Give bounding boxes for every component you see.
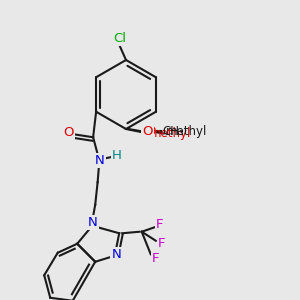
Text: N: N <box>111 248 121 261</box>
Text: methyl: methyl <box>150 127 191 140</box>
Text: O: O <box>145 125 155 139</box>
Text: N: N <box>88 216 98 229</box>
Text: N: N <box>95 154 105 167</box>
Text: methyl: methyl <box>166 125 207 138</box>
Text: F: F <box>156 218 164 231</box>
Text: H: H <box>112 149 122 162</box>
Text: F: F <box>152 252 159 265</box>
Text: methyl: methyl <box>166 125 207 138</box>
Text: CH₃: CH₃ <box>162 125 184 138</box>
Text: O: O <box>142 125 153 138</box>
Text: Cl: Cl <box>113 32 127 46</box>
Text: O: O <box>63 126 74 139</box>
Text: F: F <box>158 237 165 250</box>
